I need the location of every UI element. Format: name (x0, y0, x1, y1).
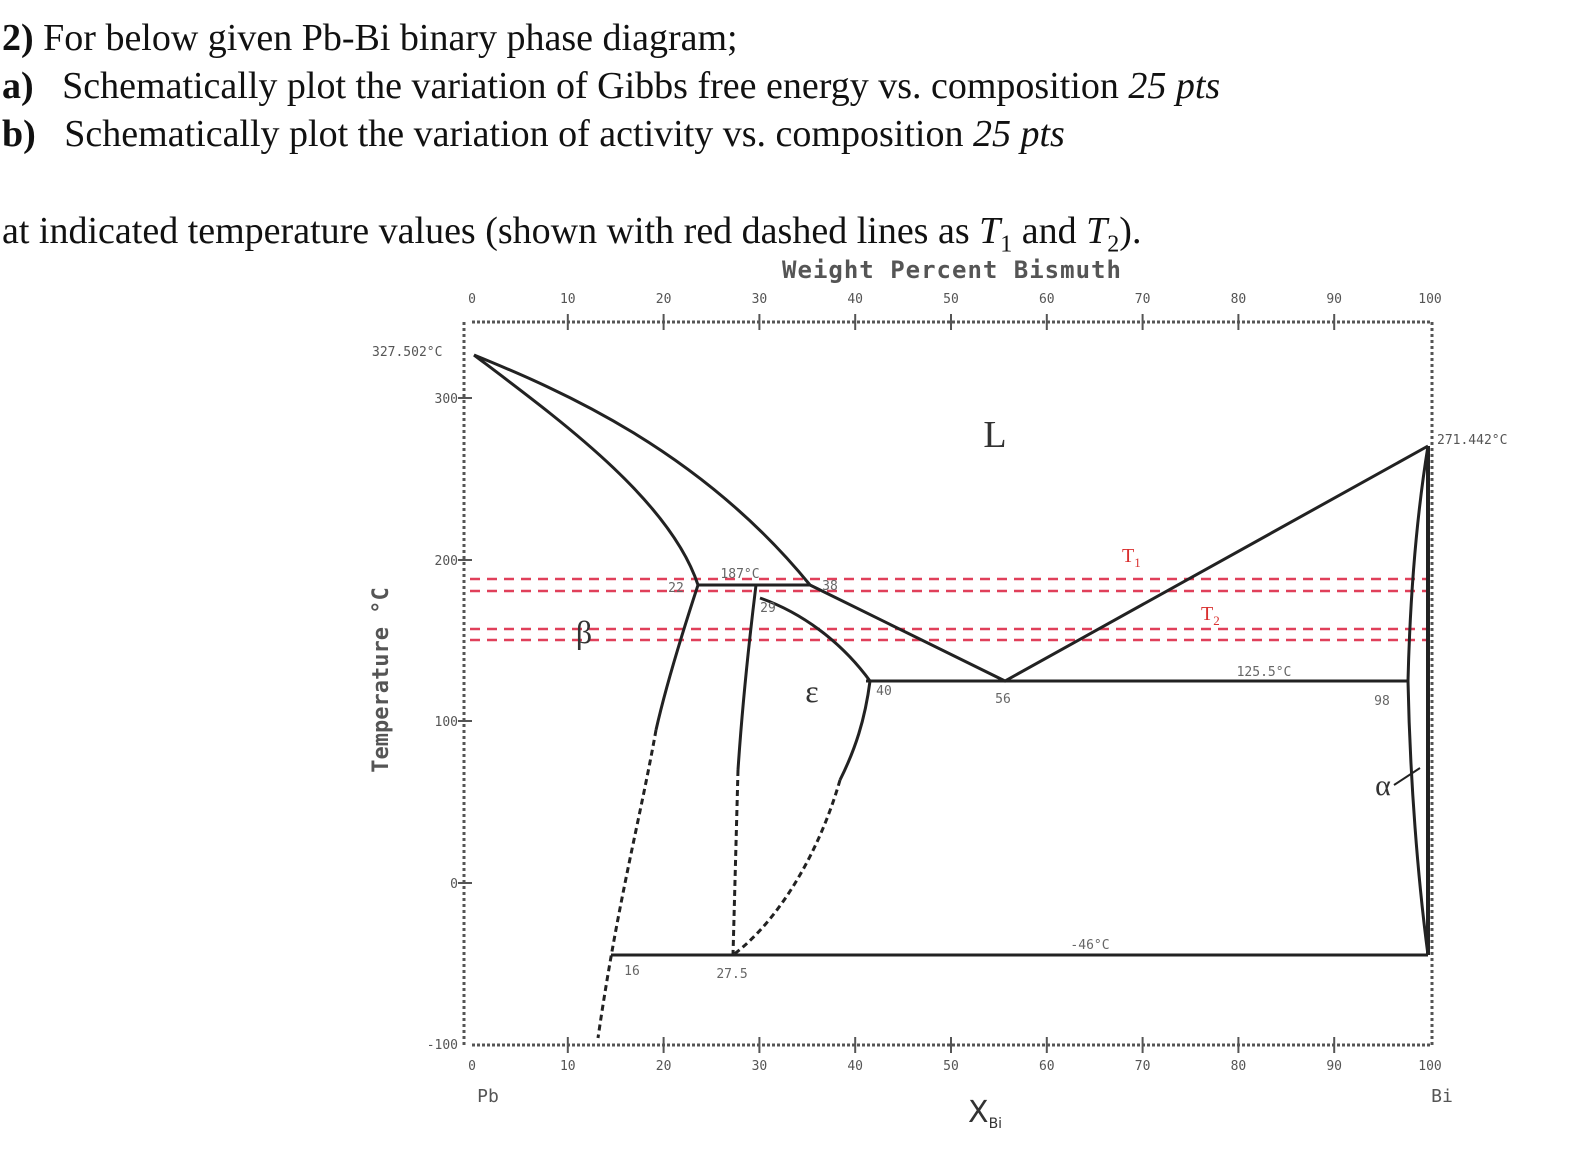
phase-epsilon-label: ε (805, 673, 818, 709)
comp-16-label: 16 (624, 964, 640, 979)
top-tick-label: 40 (847, 292, 863, 307)
note-and: and (1012, 210, 1087, 252)
comp-38-label: 38 (822, 579, 838, 594)
bottom-tick-label: 0 (468, 1059, 476, 1074)
phase-boundaries (473, 353, 1430, 1039)
x-axis-title-sub: Bi (989, 1116, 1003, 1132)
x-axis-title-main: X (968, 1095, 989, 1130)
bottom-tick-label: 50 (943, 1059, 959, 1074)
part-a-label: a) (2, 65, 34, 107)
note-t2-sub: 2 (1107, 231, 1120, 258)
bottom-tick-label: 20 (656, 1059, 672, 1074)
epsilon-liquidus-boundary (759, 596, 872, 682)
question-intro: For below given Pb-Bi binary phase diagr… (43, 17, 738, 59)
low-temp-label: -46°C (1070, 938, 1109, 953)
epsilon-left-boundary (736, 584, 758, 771)
part-a-text: Schematically plot the variation of Gibb… (62, 65, 1119, 107)
eutectic-temp-label: 125.5°C (1237, 665, 1292, 680)
question-part-a: a) Schematically plot the variation of G… (2, 63, 1220, 109)
comp-22-label: 22 (668, 581, 684, 596)
phase-liquid-label: L (983, 414, 1006, 456)
t1-label-sub: 1 (1134, 555, 1141, 570)
note-t1: T (979, 210, 1001, 252)
top-tick-label: 0 (468, 292, 476, 307)
bottom-tick-label: 60 (1039, 1059, 1055, 1074)
y-tick-200: 200 (435, 554, 458, 569)
comp-56-label: 56 (995, 692, 1011, 707)
epsilon-right-boundary (838, 680, 872, 781)
bottom-tick-label: 30 (752, 1059, 768, 1074)
note-t2: T (1086, 210, 1108, 252)
alpha-pointer (1393, 767, 1421, 786)
bi-melting-point-label: 271.442°C (1437, 433, 1507, 448)
t2-label-sub: 2 (1213, 613, 1220, 628)
note-post: ). (1119, 210, 1142, 252)
phase-alpha-label: α (1375, 769, 1391, 802)
t2-label-main: T (1201, 603, 1213, 625)
top-tick-label: 80 (1231, 292, 1247, 307)
part-b-points: 25 pts (972, 113, 1065, 155)
beta-solvus-dashed (596, 729, 658, 1039)
question-part-b: b) Schematically plot the variation of a… (2, 111, 1065, 157)
top-axis-title: Weight Percent Bismuth (782, 256, 1122, 284)
plot-frame (462, 320, 1434, 1047)
peritectic-temp-label: 187°C (720, 567, 759, 582)
question-number: 2) (2, 17, 34, 59)
bottom-tick-label: 10 (560, 1059, 576, 1074)
t1-label: T1 (1122, 545, 1141, 570)
y-tick-300: 300 (435, 392, 458, 407)
question-line-intro: 2) For below given Pb-Bi binary phase di… (2, 15, 738, 61)
pb-melting-point-label: 327.502°C (372, 345, 442, 360)
note-pre: at indicated temperature values (shown w… (2, 210, 980, 252)
part-b-label: b) (2, 113, 36, 155)
y-tick-marks (458, 397, 472, 884)
bottom-tick-label: 80 (1231, 1059, 1247, 1074)
liquidus-line (473, 353, 1429, 683)
alpha-solidus-line (1406, 445, 1430, 682)
beta-solidus-line (473, 353, 700, 586)
y-tick-minus100: -100 (427, 1038, 458, 1053)
beta-solvus-upper (654, 584, 700, 731)
bottom-tick-labels: 0 10 20 30 40 50 60 70 80 90 100 (468, 1059, 1442, 1074)
top-tick-label: 60 (1039, 292, 1055, 307)
top-tick-label: 30 (752, 292, 768, 307)
bottom-tick-label: 40 (847, 1059, 863, 1074)
top-tick-labels: 0 10 20 30 40 50 60 70 80 90 100 (468, 292, 1442, 307)
comp-40-label: 40 (876, 684, 892, 699)
part-a-points: 25 pts (1128, 65, 1221, 107)
top-tick-label: 70 (1135, 292, 1151, 307)
pb-element-label: Pb (477, 1086, 499, 1107)
top-tick-label: 100 (1418, 292, 1441, 307)
y-tick-100: 100 (435, 715, 458, 730)
top-tick-label: 20 (656, 292, 672, 307)
question-note: at indicated temperature values (shown w… (2, 208, 1141, 268)
comp-98-label: 98 (1374, 694, 1390, 709)
bottom-tick-label: 70 (1135, 1059, 1151, 1074)
top-tick-label: 50 (943, 292, 959, 307)
top-tick-label: 10 (560, 292, 576, 307)
y-axis-title: Temperature °C (369, 587, 394, 772)
t2-label: T2 (1201, 603, 1220, 628)
bottom-tick-label: 90 (1326, 1059, 1342, 1074)
note-t1-sub: 1 (1000, 231, 1013, 258)
y-tick-0: 0 (450, 877, 458, 892)
temperature-lines (470, 577, 1430, 642)
part-b-text: Schematically plot the variation of acti… (64, 113, 964, 155)
top-tick-label: 90 (1326, 292, 1342, 307)
comp-29-label: 29 (760, 601, 776, 616)
bottom-tick-label: 100 (1418, 1059, 1441, 1074)
comp-27-5-label: 27.5 (716, 967, 747, 982)
alpha-solvus-line (1406, 680, 1430, 956)
bi-element-label: Bi (1431, 1086, 1453, 1107)
epsilon-left-dashed (731, 769, 740, 956)
axis-ticks (566, 314, 1336, 1053)
t1-label-main: T (1122, 545, 1134, 567)
epsilon-right-dashed (732, 779, 842, 957)
x-axis-title: XBi (968, 1095, 1002, 1132)
phase-beta-label: β (576, 614, 592, 650)
